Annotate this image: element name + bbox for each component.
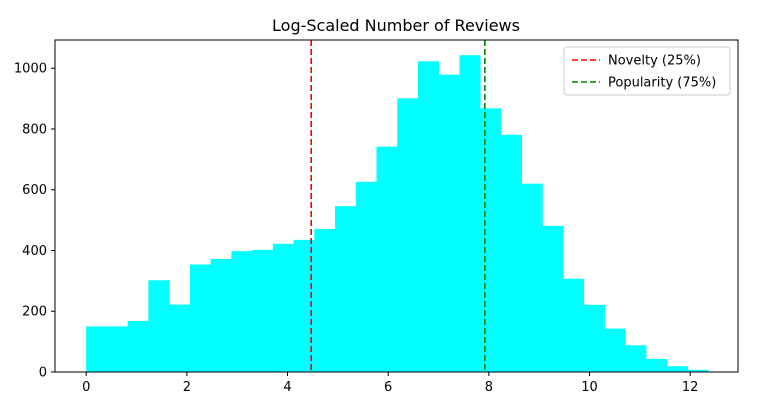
x-tick-label: 2 <box>183 380 191 395</box>
legend: Novelty (25%) Popularity (75%) <box>563 46 731 96</box>
y-tick-label: 400 <box>22 244 47 259</box>
legend-box <box>563 46 731 96</box>
histogram-bar <box>148 280 170 372</box>
x-tick-label: 8 <box>485 380 493 395</box>
reference-lines-group <box>310 40 486 372</box>
histogram-bar <box>189 264 211 372</box>
histogram-bar <box>397 98 419 372</box>
histogram-bar <box>563 278 585 372</box>
y-tick-label: 1000 <box>14 62 47 77</box>
histogram-bar <box>542 225 564 372</box>
histogram-bar <box>106 326 128 372</box>
y-tick-label: 0 <box>39 366 47 381</box>
histogram-bar <box>438 74 460 373</box>
histogram-bar <box>355 181 377 372</box>
histogram-bar <box>169 304 191 372</box>
y-tick-label: 600 <box>22 183 47 198</box>
y-tick-label: 200 <box>22 305 47 320</box>
histogram-bar <box>521 183 543 372</box>
histogram-bar <box>480 108 502 373</box>
x-tick-label: 10 <box>581 380 598 395</box>
histogram-bar <box>314 228 336 372</box>
legend-label: Novelty (25%) <box>608 54 701 69</box>
x-tick-label: 4 <box>283 380 291 395</box>
x-axis-ticks: 0 2 4 6 8 10 12 <box>82 372 698 395</box>
histogram-bar <box>272 243 294 372</box>
histogram-bar <box>293 239 315 372</box>
histogram-bar <box>666 366 688 372</box>
legend-label: Popularity (75%) <box>608 76 716 91</box>
histogram-bar <box>127 320 149 372</box>
histogram-bar <box>231 251 253 372</box>
x-tick-label: 6 <box>384 380 392 395</box>
y-axis-ticks: 0 200 400 600 800 1000 <box>14 62 55 381</box>
plot-frame <box>54 39 739 373</box>
histogram-bar <box>86 326 108 372</box>
chart-title: Log-Scaled Number of Reviews <box>272 16 520 35</box>
histogram-bar <box>500 134 522 372</box>
histogram-bar <box>210 259 232 372</box>
histogram-bar <box>583 304 605 372</box>
histogram-bar <box>687 369 709 372</box>
histogram-bar <box>604 328 626 372</box>
histogram-bar <box>376 146 398 372</box>
y-tick-label: 800 <box>22 122 47 137</box>
histogram-bar <box>252 249 274 372</box>
histogram-bar <box>625 345 647 372</box>
histogram-bar <box>417 61 440 373</box>
histogram-bar <box>459 55 481 372</box>
bars-group <box>86 55 709 373</box>
x-tick-label: 12 <box>682 380 699 395</box>
x-tick-label: 0 <box>82 380 90 395</box>
histogram-bar <box>335 206 357 372</box>
histogram-bar <box>646 358 668 372</box>
